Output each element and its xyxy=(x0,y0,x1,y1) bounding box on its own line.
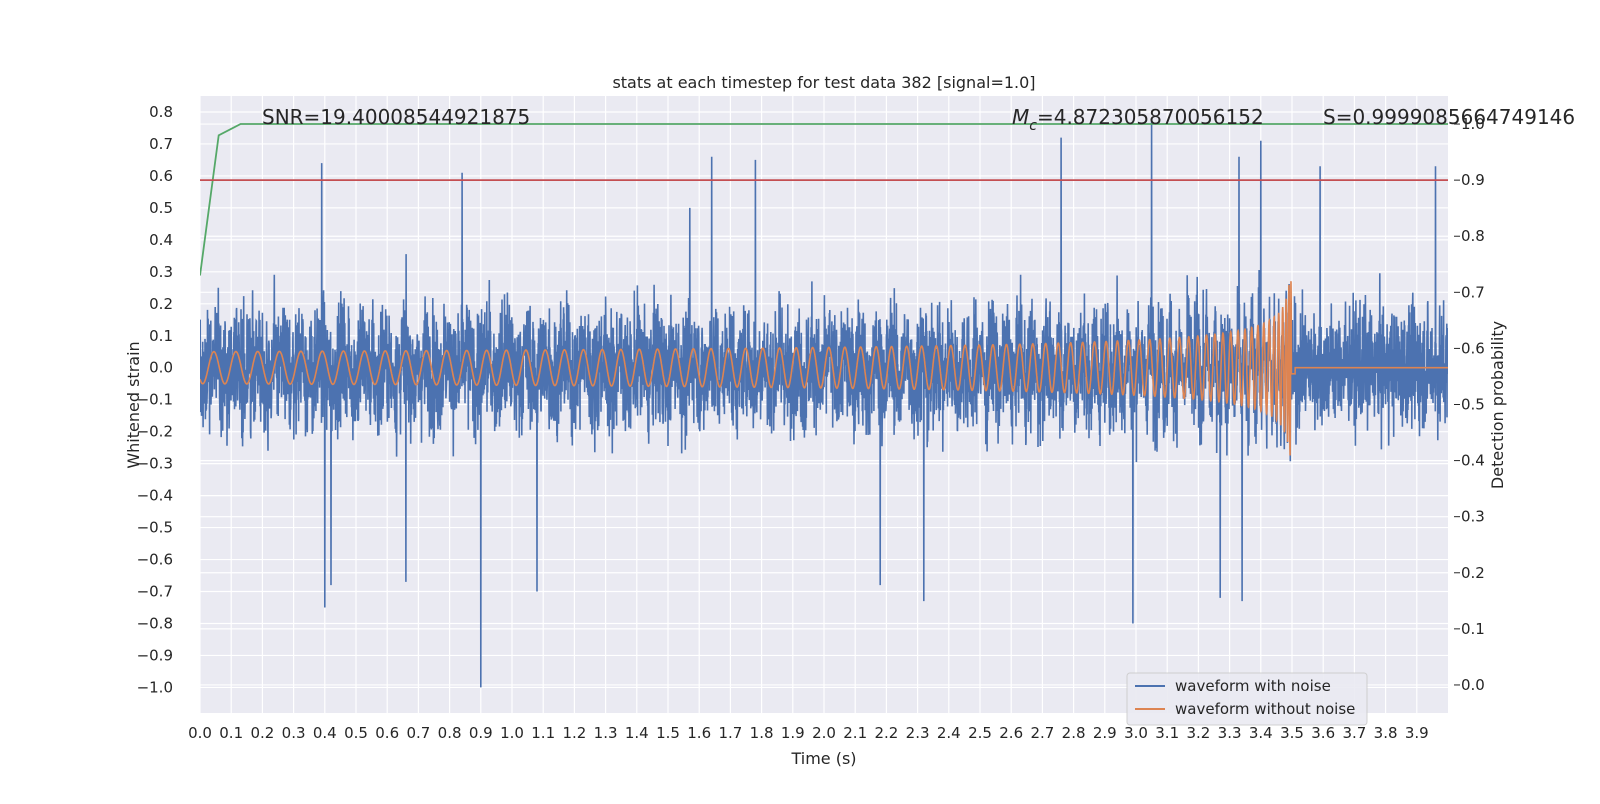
x-tick-label: 0.2 xyxy=(250,724,274,742)
y2-tick-label: 0.6 xyxy=(1461,339,1485,357)
x-tick-label: 2.7 xyxy=(1030,724,1054,742)
y2-tick-label: 0.5 xyxy=(1461,396,1485,414)
s-annotation: S=0.9999085664749146 xyxy=(1323,105,1575,129)
y2-tick-labels: 1.0 0.9 0.8 0.7 0.6 0.5 0.4 0.3 0.2 0.1 0.0 xyxy=(1454,115,1485,694)
y-tick-label: −0.4 xyxy=(137,487,173,505)
x-tick-label: 0.4 xyxy=(313,724,337,742)
x-tick-label: 0.0 xyxy=(188,724,212,742)
snr-annotation: SNR=19.40008544921875 xyxy=(262,105,530,129)
traces xyxy=(200,121,1448,688)
x-tick-labels: 0.0 0.1 0.2 0.3 0.4 0.5 0.6 0.7 0.8 0.9 1.0 1.1 1.2 1… xyxy=(188,724,1429,742)
y2-tick-label: 0.9 xyxy=(1461,171,1485,189)
y-tick-label: −0.9 xyxy=(137,646,173,664)
x-tick-label: 1.1 xyxy=(531,724,555,742)
x-tick-label: 3.2 xyxy=(1186,724,1210,742)
y-tick-label: −0.1 xyxy=(137,391,173,409)
x-tick-label: 3.5 xyxy=(1280,724,1304,742)
x-tick-label: 3.4 xyxy=(1249,724,1273,742)
y2-axis-label: Detection probability xyxy=(1488,321,1507,489)
chirp-mass-symbol: M xyxy=(1012,105,1029,129)
x-tick-label: 2.6 xyxy=(999,724,1023,742)
y-tick-label: −0.5 xyxy=(137,519,173,537)
x-tick-label: 2.0 xyxy=(812,724,836,742)
y-axis-label: Whitened strain xyxy=(124,341,143,468)
legend: waveform with noise waveform without noi… xyxy=(1126,672,1368,726)
x-tick-label: 1.8 xyxy=(750,724,774,742)
y2-tick-label: 0.0 xyxy=(1461,676,1485,694)
x-axis-label: Time (s) xyxy=(790,749,856,768)
x-tick-label: 3.7 xyxy=(1342,724,1366,742)
clean-waveform-line xyxy=(200,281,1448,456)
y2-tick-label: 0.1 xyxy=(1461,620,1485,638)
x-tick-label: 1.6 xyxy=(687,724,711,742)
y-tick-label: 0.6 xyxy=(149,167,173,185)
x-tick-label: 2.5 xyxy=(968,724,992,742)
chirp-mass-value: =4.872305870056152 xyxy=(1037,105,1264,129)
x-tick-label: 1.5 xyxy=(656,724,680,742)
x-tick-label: 3.8 xyxy=(1374,724,1398,742)
y-tick-label: 0.7 xyxy=(149,135,173,153)
y-tick-label: 0.0 xyxy=(149,359,173,377)
y-tick-label: −0.7 xyxy=(137,583,173,601)
y-tick-label: 0.1 xyxy=(149,327,173,345)
y2-tick-label: 0.2 xyxy=(1461,564,1485,582)
x-tick-label: 3.0 xyxy=(1124,724,1148,742)
x-tick-label: 0.9 xyxy=(469,724,493,742)
x-tick-label: 0.6 xyxy=(375,724,399,742)
y-tick-labels: 0.8 0.7 0.6 0.5 0.4 0.3 0.2 0.1 0.0 −0.1 −0.2 −0.3 −… xyxy=(137,103,173,696)
x-tick-label: 1.3 xyxy=(594,724,618,742)
x-tick-label: 2.9 xyxy=(1093,724,1117,742)
x-tick-label: 1.7 xyxy=(718,724,742,742)
x-tick-label: 3.3 xyxy=(1218,724,1242,742)
x-tick-label: 3.9 xyxy=(1405,724,1429,742)
y2-tick-label: 0.7 xyxy=(1461,283,1485,301)
legend-label-noise: waveform with noise xyxy=(1175,677,1331,695)
x-tick-label: 3.1 xyxy=(1155,724,1179,742)
chirp-mass-subscript: c xyxy=(1029,118,1037,134)
legend-label-clean: waveform without noise xyxy=(1175,700,1355,718)
y-tick-label: −0.8 xyxy=(137,614,173,632)
y2-tick-label: 0.3 xyxy=(1461,508,1485,526)
x-tick-label: 2.8 xyxy=(1062,724,1086,742)
x-tick-label: 0.8 xyxy=(438,724,462,742)
x-tick-label: 2.3 xyxy=(906,724,930,742)
x-tick-label: 0.7 xyxy=(406,724,430,742)
y2-tick-label: 0.4 xyxy=(1461,452,1485,470)
x-tick-label: 3.6 xyxy=(1311,724,1335,742)
y-tick-label: 0.8 xyxy=(149,103,173,121)
y-tick-label: −0.6 xyxy=(137,551,173,569)
y2-tick-label: 0.8 xyxy=(1461,227,1485,245)
x-tick-label: 1.9 xyxy=(781,724,805,742)
x-tick-label: 2.2 xyxy=(874,724,898,742)
x-tick-label: 0.3 xyxy=(282,724,306,742)
y-tick-label: −1.0 xyxy=(137,678,173,696)
y-tick-label: 0.3 xyxy=(149,263,173,281)
x-tick-label: 1.0 xyxy=(500,724,524,742)
y-tick-label: −0.2 xyxy=(137,423,173,441)
legend-box xyxy=(1126,672,1368,726)
detection-probability-line xyxy=(200,123,1448,276)
y-tick-label: 0.4 xyxy=(149,231,173,249)
x-tick-label: 0.1 xyxy=(219,724,243,742)
y-tick-label: 0.5 xyxy=(149,199,173,217)
x-tick-label: 2.4 xyxy=(937,724,961,742)
x-tick-label: 2.1 xyxy=(843,724,867,742)
chirp-mass-annotation: Mc=4.872305870056152 xyxy=(1012,105,1264,134)
y-tick-label: 0.2 xyxy=(149,295,173,313)
y-tick-label: −0.3 xyxy=(137,455,173,473)
x-tick-label: 0.5 xyxy=(344,724,368,742)
y2-tick-label: 1.0 xyxy=(1461,115,1485,133)
chart-title: stats at each timestep for test data 382… xyxy=(612,73,1035,92)
x-tick-label: 1.2 xyxy=(562,724,586,742)
x-tick-label: 1.4 xyxy=(625,724,649,742)
